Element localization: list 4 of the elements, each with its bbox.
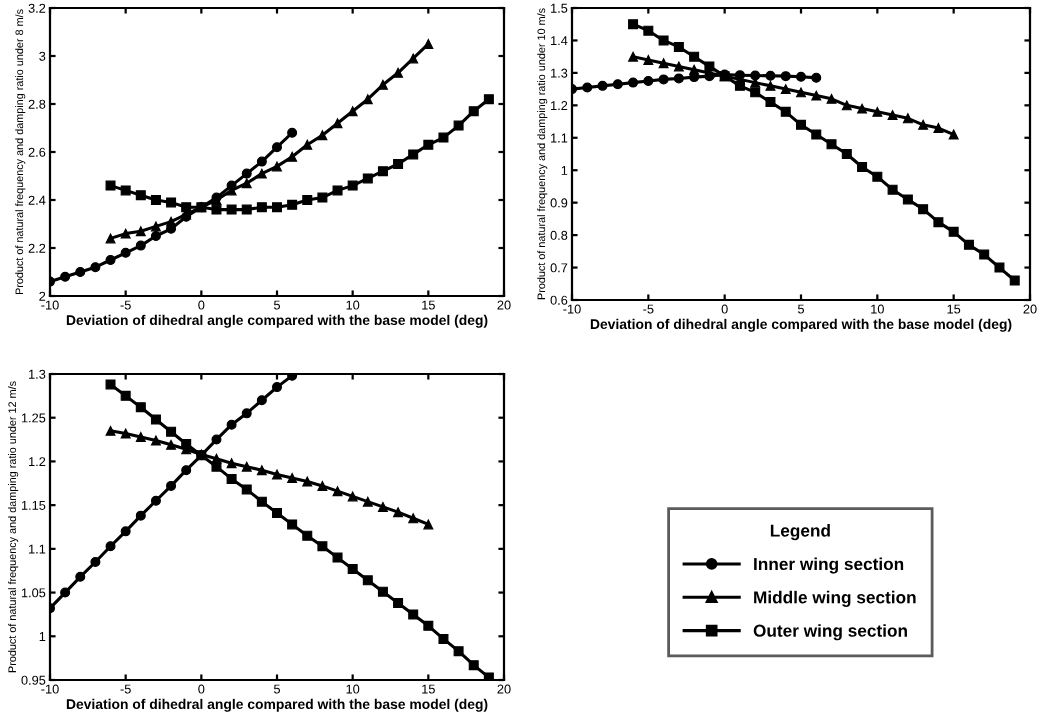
legend-label: Inner wing section — [754, 557, 904, 574]
legend-label: Outer wing section — [753, 624, 907, 641]
legend-label: Middle wing section — [754, 590, 916, 607]
legend-title: Legend — [770, 524, 830, 541]
